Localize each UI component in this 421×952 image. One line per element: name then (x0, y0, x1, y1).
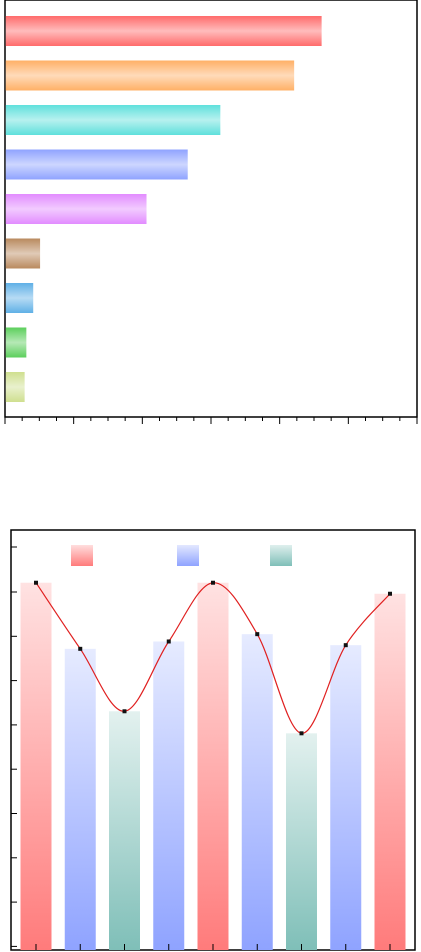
legend-swatch (177, 545, 199, 566)
data-point (166, 639, 171, 644)
data-point (343, 643, 348, 648)
bar (109, 711, 140, 950)
bar (5, 194, 147, 224)
bar (5, 60, 295, 91)
bar (5, 105, 221, 135)
bar (153, 641, 185, 950)
legend-swatch (71, 545, 93, 566)
data-point (388, 591, 392, 596)
bar (5, 16, 322, 46)
bar (286, 733, 317, 950)
data-point (299, 731, 304, 736)
data-point (34, 580, 38, 585)
bar (5, 149, 188, 180)
bar (20, 582, 52, 950)
horizontal-bar-chart (4, 0, 418, 424)
data-point (211, 580, 215, 585)
data-point (78, 646, 83, 651)
bar (330, 645, 362, 950)
bar (241, 634, 273, 950)
bar (5, 238, 41, 269)
bar (5, 283, 34, 313)
bar (5, 372, 25, 402)
bar (374, 593, 406, 950)
data-point (255, 632, 260, 637)
data-point (122, 709, 127, 714)
legend-swatch (270, 545, 292, 566)
bar (197, 582, 229, 950)
bar (5, 327, 27, 358)
bar (64, 648, 96, 950)
